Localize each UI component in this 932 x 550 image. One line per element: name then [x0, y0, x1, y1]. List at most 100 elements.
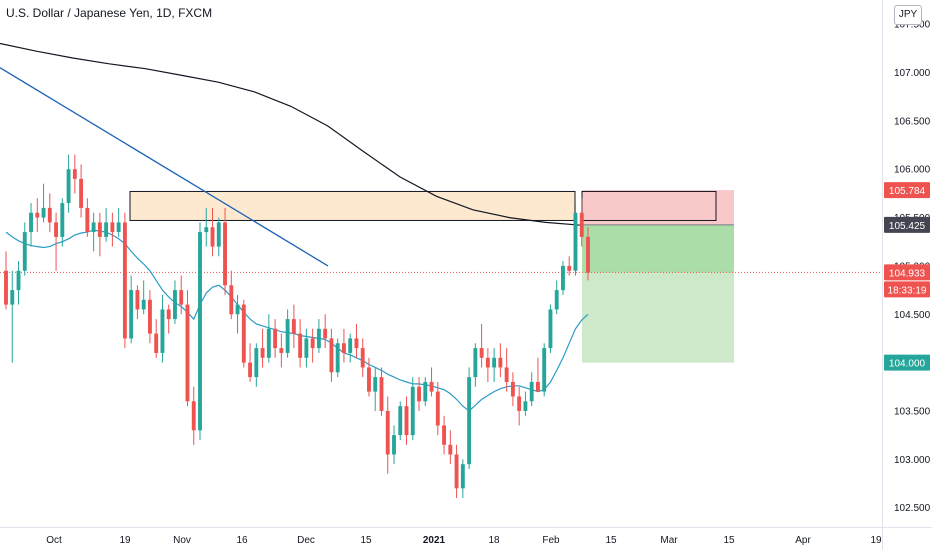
bar-countdown-label: 18:33:19	[888, 285, 927, 296]
stop-price-label-bg	[884, 182, 930, 199]
entry-price-label-bg	[884, 216, 930, 233]
x-tick-label: Nov	[173, 535, 191, 546]
candle-body	[41, 207, 46, 218]
candle-body	[485, 357, 490, 368]
x-tick-label: Dec	[297, 535, 315, 546]
candle-body	[35, 212, 40, 218]
open-profit-area	[582, 224, 734, 273]
candle-body	[116, 222, 121, 233]
candle-body	[254, 348, 259, 378]
x-tick-label: Feb	[542, 535, 560, 546]
x-tick-label: 15	[605, 535, 617, 546]
candle-body	[54, 222, 59, 237]
candle-body	[548, 309, 553, 349]
candle-body	[467, 377, 472, 465]
x-tick-label: Apr	[795, 535, 811, 546]
candle-body	[66, 169, 71, 204]
candle-body	[510, 381, 515, 397]
trendline	[0, 67, 329, 267]
candle-body	[561, 265, 565, 291]
candle-body	[60, 203, 65, 237]
candle-body	[273, 328, 278, 349]
candle-body	[147, 299, 152, 334]
candle-body	[417, 386, 421, 402]
candle-body	[398, 406, 403, 436]
candle-body	[573, 212, 578, 271]
candle-body	[179, 290, 184, 305]
candle-body	[16, 270, 21, 291]
slow-moving-average	[0, 42, 583, 226]
x-tick-label: 19	[870, 535, 882, 546]
candle-body	[141, 299, 146, 310]
x-tick-label: 15	[360, 535, 372, 546]
candle-body	[216, 222, 221, 247]
candle-body	[191, 401, 196, 431]
candle-body	[385, 410, 390, 455]
x-tick-label: 19	[119, 535, 131, 546]
entry-price-label: 105.425	[889, 221, 926, 232]
candle-body	[517, 396, 522, 411]
candle-body	[354, 338, 359, 349]
supply-zone	[129, 190, 576, 221]
candle-body	[135, 290, 140, 310]
candle-body	[122, 222, 127, 339]
symbol-title: U.S. Dollar / Japanese Yen, 1D, FXCM	[6, 6, 213, 20]
candle-body	[523, 401, 528, 411]
y-tick-label: 103.500	[894, 406, 931, 417]
y-tick-label: 107.000	[894, 68, 931, 79]
candle-body	[435, 391, 440, 426]
x-tick-label: 18	[488, 535, 500, 546]
currency-button[interactable]: JPY	[894, 5, 922, 25]
candle-body	[341, 343, 346, 353]
candle-body	[367, 367, 371, 392]
candle-body	[498, 357, 503, 368]
candle-body	[529, 381, 534, 402]
candle-body	[47, 207, 52, 223]
candle-body	[198, 232, 202, 431]
candle-body	[10, 290, 15, 305]
candle-body	[504, 367, 509, 382]
candle-body	[423, 381, 428, 402]
fast-moving-average	[5, 229, 589, 412]
x-tick-label: 15	[723, 535, 735, 546]
candle-body	[85, 207, 90, 233]
target-price-label-bg	[884, 354, 930, 371]
candle-body	[323, 328, 328, 339]
candle-body	[204, 227, 209, 233]
candle-body	[223, 222, 227, 286]
x-tick-label: Mar	[660, 535, 678, 546]
bar-countdown-label-bg	[884, 281, 930, 298]
candle-body	[79, 178, 84, 208]
y-tick-label: 106.000	[894, 165, 931, 176]
candle-body	[91, 222, 96, 233]
x-tick-label: Oct	[46, 535, 62, 546]
candle-body	[241, 304, 246, 363]
candle-body	[448, 444, 453, 455]
candle-body	[291, 319, 296, 334]
candle-body	[579, 212, 584, 237]
candle-body	[410, 386, 415, 436]
candle-body	[235, 304, 240, 315]
x-tick-label: 2021	[423, 535, 446, 546]
candle-body	[110, 222, 115, 233]
candle-body	[210, 227, 215, 247]
stop-loss-area	[582, 190, 734, 225]
candle-body	[535, 381, 540, 392]
position-overlay	[0, 190, 882, 363]
candle-body	[392, 435, 396, 455]
candle-body	[542, 348, 547, 392]
candle-body	[279, 348, 284, 353]
candle-body	[348, 338, 353, 353]
y-tick-label: 102.500	[894, 503, 931, 514]
candle-body	[298, 333, 303, 358]
y-tick-label: 107.500	[894, 20, 931, 31]
y-tick-label: 106.500	[894, 116, 931, 127]
candle-body	[454, 454, 459, 489]
candle-body	[229, 285, 234, 315]
candle-body	[586, 236, 590, 273]
y-tick-label: 104.500	[894, 310, 931, 321]
candle-body	[304, 338, 309, 358]
candle-body	[248, 362, 253, 378]
